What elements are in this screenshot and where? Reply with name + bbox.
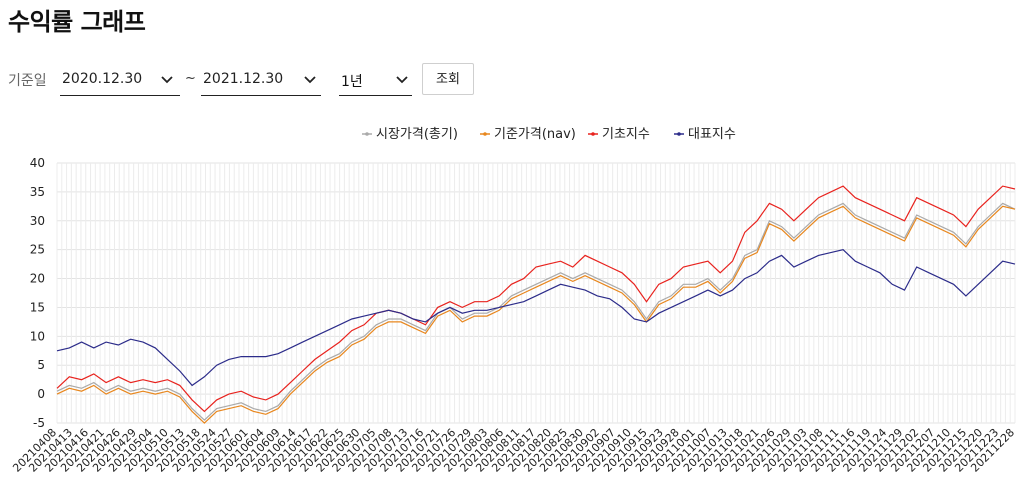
- start-date-select[interactable]: 2020.12.30: [60, 63, 180, 96]
- page-title: 수익률 그래프: [8, 8, 146, 36]
- x-axis-ticks: 2021040820210413202104162021042120210426…: [10, 426, 1017, 475]
- y-tick-label: 5: [37, 358, 45, 372]
- chart-legend: 시장가격(총기) 기준가격(nav) 기초지수 대표지수: [362, 127, 736, 142]
- series-line-0: [56, 202, 1016, 421]
- chevron-down-icon: [396, 76, 408, 84]
- legend-label: 시장가격(총기): [376, 127, 458, 142]
- chart-grid-vertical: [56, 163, 1016, 423]
- legend-item-2[interactable]: 기초지수: [588, 127, 650, 142]
- date-range-separator: ~: [185, 71, 196, 86]
- legend-marker: [591, 132, 595, 136]
- chevron-down-icon: [161, 76, 173, 84]
- chart-series: [56, 185, 1016, 424]
- series-line-3: [56, 249, 1016, 387]
- series-line-1: [56, 205, 1016, 424]
- y-tick-label: -5: [33, 416, 45, 430]
- legend-marker: [483, 132, 487, 136]
- legend-item-0[interactable]: 시장가격(총기): [362, 127, 458, 142]
- y-tick-label: 35: [30, 185, 45, 199]
- y-tick-label: 25: [30, 243, 45, 257]
- y-tick-label: 20: [30, 272, 45, 286]
- period-select[interactable]: 1년: [339, 63, 412, 96]
- y-tick-label: 10: [30, 329, 45, 343]
- start-date-value: 2020.12.30: [62, 71, 143, 87]
- chevron-down-icon: [304, 76, 316, 84]
- legend-label: 대표지수: [688, 127, 736, 142]
- legend-marker: [365, 132, 369, 136]
- y-axis-ticks: -5 0 5 10 15 20 25 30 35 40: [30, 156, 45, 430]
- legend-marker: [677, 132, 681, 136]
- legend-item-3[interactable]: 대표지수: [674, 127, 736, 142]
- base-date-label: 기준일: [8, 73, 47, 89]
- y-tick-label: 15: [30, 300, 45, 314]
- y-tick-label: 0: [37, 387, 45, 401]
- end-date-select[interactable]: 2021.12.30: [201, 63, 321, 96]
- legend-item-1[interactable]: 기준가격(nav): [480, 127, 576, 142]
- period-value: 1년: [341, 74, 363, 90]
- series-line-2: [56, 185, 1016, 413]
- y-tick-label: 30: [30, 214, 45, 228]
- legend-label: 기초지수: [602, 127, 650, 142]
- legend-label: 기준가격(nav): [494, 127, 576, 142]
- return-chart: 시장가격(총기) 기준가격(nav) 기초지수 대표지수 -5 0 5 10 15 20 25 30…: [10, 127, 1017, 475]
- search-button[interactable]: 조회: [422, 63, 474, 95]
- y-tick-label: 40: [30, 156, 45, 170]
- end-date-value: 2021.12.30: [203, 71, 284, 87]
